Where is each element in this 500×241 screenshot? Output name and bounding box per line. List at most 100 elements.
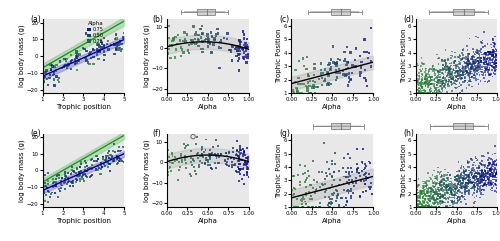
Point <box>168 151 176 155</box>
Point <box>414 202 422 206</box>
Point <box>456 91 464 95</box>
Point <box>414 205 422 209</box>
Point <box>439 76 447 80</box>
Point <box>367 59 375 63</box>
Point <box>468 181 476 185</box>
Point <box>460 56 468 60</box>
Point <box>493 186 500 190</box>
Point <box>414 83 422 87</box>
Point <box>454 199 462 203</box>
Point <box>470 52 478 56</box>
Point <box>465 192 473 196</box>
Point <box>63 182 71 186</box>
Point <box>470 174 478 178</box>
Point <box>436 184 444 187</box>
Point <box>493 170 500 174</box>
Point <box>461 178 469 181</box>
Point <box>458 176 466 180</box>
Point <box>422 197 430 201</box>
Point <box>416 194 424 197</box>
Point <box>470 55 478 59</box>
Point <box>420 91 428 95</box>
Point <box>206 157 214 161</box>
Point <box>301 164 309 168</box>
Point <box>413 91 421 95</box>
Point <box>296 163 304 167</box>
Point <box>438 200 446 204</box>
Point <box>348 180 356 184</box>
Point <box>181 37 189 41</box>
Point <box>426 187 434 191</box>
Point <box>486 163 494 167</box>
Point <box>467 187 475 190</box>
Point <box>445 66 453 70</box>
Point <box>347 194 355 198</box>
Point <box>488 163 496 167</box>
Point <box>240 57 248 61</box>
Point <box>491 189 499 193</box>
Point <box>428 189 436 193</box>
Point <box>102 154 110 158</box>
Point <box>467 58 475 61</box>
Point <box>419 204 427 208</box>
Point <box>416 74 424 78</box>
Point <box>425 80 433 84</box>
Point <box>68 180 76 184</box>
Point <box>465 52 473 56</box>
Point <box>419 194 427 198</box>
Point <box>418 84 426 88</box>
Point <box>456 183 464 187</box>
Point <box>194 44 202 48</box>
Point <box>428 81 436 85</box>
Point <box>473 180 481 183</box>
Point <box>190 165 198 168</box>
Point <box>419 186 427 190</box>
Point <box>454 175 462 179</box>
Point <box>442 205 450 209</box>
Point <box>452 190 460 194</box>
Point <box>464 81 471 85</box>
Point <box>482 60 490 64</box>
Point <box>456 179 464 183</box>
Point <box>486 56 494 60</box>
Point <box>480 178 488 182</box>
Point <box>326 186 334 190</box>
Point <box>340 182 347 186</box>
Point <box>415 71 423 75</box>
Point <box>413 202 421 206</box>
Point <box>99 154 107 158</box>
Point <box>450 193 458 197</box>
Point <box>241 55 249 59</box>
Point <box>426 205 434 209</box>
Point <box>488 74 496 78</box>
Point <box>463 60 471 64</box>
Point <box>102 156 110 160</box>
Point <box>442 185 450 189</box>
Point <box>442 195 450 199</box>
Point <box>356 71 364 74</box>
Point <box>312 205 320 209</box>
Point <box>418 192 426 196</box>
Point <box>82 161 90 165</box>
Point <box>434 80 442 84</box>
Point <box>489 178 497 181</box>
Point <box>475 62 483 66</box>
Point <box>472 53 480 56</box>
Point <box>50 186 58 189</box>
Point <box>492 167 500 171</box>
Point <box>486 52 494 56</box>
Point <box>417 69 425 73</box>
Point <box>492 172 500 176</box>
Point <box>438 186 446 190</box>
Point <box>448 199 456 202</box>
Point <box>365 172 373 176</box>
Point <box>489 175 497 179</box>
Point <box>472 68 480 72</box>
Point <box>177 154 185 157</box>
Point <box>478 174 486 178</box>
Point <box>442 48 450 52</box>
Point <box>50 78 58 82</box>
Point <box>440 181 448 185</box>
Point <box>438 71 446 75</box>
Point <box>444 68 452 72</box>
